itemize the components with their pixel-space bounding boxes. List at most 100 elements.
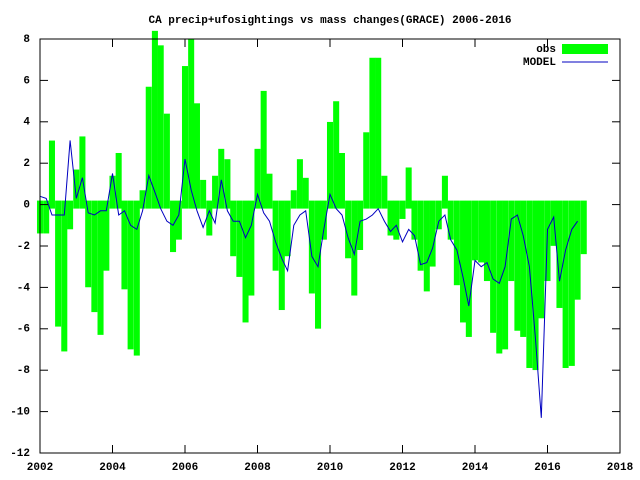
y-tick-label: 2 [23,158,30,170]
bar [242,200,249,323]
bar [369,57,376,209]
bar [423,200,430,292]
bar [181,66,189,209]
model-line [39,140,579,418]
bar [538,200,545,319]
bar [212,175,219,209]
bar [326,121,334,209]
bar [200,179,207,209]
bar [157,45,164,209]
bar [556,200,563,308]
bar [363,132,370,209]
bar [351,200,358,296]
bar [121,200,128,290]
bar [453,200,460,286]
y-tick-label: 6 [23,75,30,87]
bar [79,136,86,209]
bar [574,200,581,300]
bar [471,200,479,261]
bar [272,200,279,271]
bar [170,200,177,253]
bar [483,200,490,282]
bar [562,200,569,368]
bar [43,200,50,234]
bar [103,200,110,271]
bar [236,200,243,277]
bar [278,200,285,311]
bar [133,200,140,356]
y-tick-label: -12 [10,448,30,460]
x-tick-label: 2016 [534,462,560,474]
bar [302,177,309,209]
bar [345,200,352,259]
bar [115,152,122,209]
bar [478,200,485,263]
bar [435,200,442,230]
bar [61,200,68,352]
x-tick-label: 2006 [172,462,198,474]
bar [375,57,382,209]
bar [109,175,116,209]
bar [417,200,424,271]
bar [399,200,406,219]
bar [441,175,448,209]
bar [260,90,267,209]
bar [175,200,182,240]
legend-label: obs [536,44,556,56]
bar [580,200,587,255]
legend-swatch [562,44,608,54]
bar [85,200,92,288]
bar [502,200,509,350]
bar [333,101,340,209]
bar [91,200,98,313]
bar [163,113,170,209]
bar [248,200,255,296]
bar [393,200,400,240]
bar [568,200,575,366]
y-tick-label: 0 [23,200,30,212]
bar [151,30,158,209]
bar [97,200,104,335]
bar [490,200,497,333]
bar [224,159,231,209]
bar [296,159,303,209]
bar [266,173,273,209]
x-tick-label: 2010 [317,462,343,474]
bar [320,200,327,240]
y-tick-label: -2 [17,241,30,253]
bar [526,200,533,368]
bar [145,86,152,209]
bar [67,200,74,230]
chart-title: CA precip+ufosightings vs mass changes(G… [148,15,511,27]
bar [48,140,55,209]
bar [308,200,315,294]
x-tick-label: 2018 [607,462,634,474]
bar [357,200,364,250]
bar [381,175,388,209]
x-tick-label: 2012 [389,462,415,474]
bar [55,200,62,327]
bar [520,200,527,337]
bar [284,200,291,257]
x-tick-label: 2004 [99,462,126,474]
y-tick-label: -4 [17,282,31,294]
x-tick-label: 2002 [27,462,53,474]
bar [532,200,539,371]
bar [193,103,200,209]
bar [254,148,261,209]
bar [338,152,345,209]
bar [465,200,472,337]
bar [218,148,225,209]
y-tick-label: -10 [10,407,30,419]
bar [550,200,557,246]
legend-label: MODEL [523,57,556,69]
bar [127,200,134,350]
y-tick-label: -6 [17,324,30,336]
x-tick-label: 2014 [462,462,489,474]
bar [411,200,418,240]
bar [405,167,412,209]
bar [460,200,467,323]
bar [73,169,80,209]
x-tick-label: 2008 [244,462,271,474]
y-tick-label: 4 [23,117,30,129]
